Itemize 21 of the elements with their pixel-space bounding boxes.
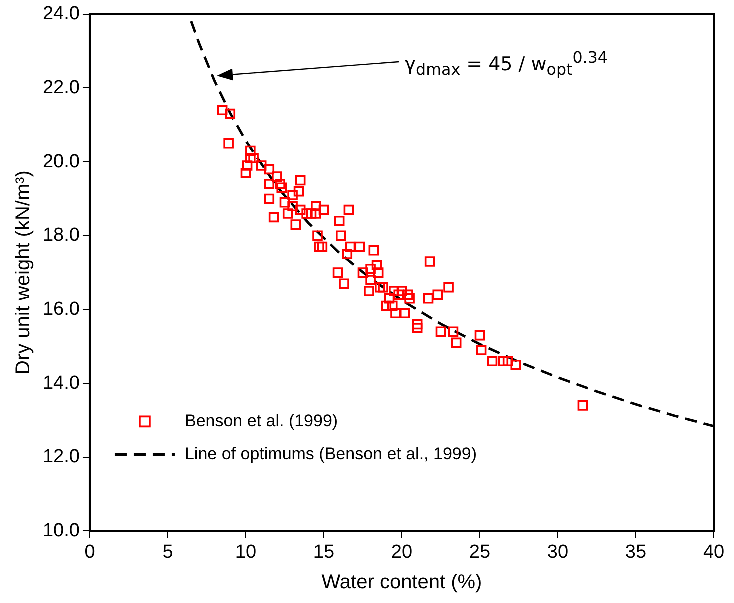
y-axis-title: Dry unit weight (kN/m³) [12,170,35,376]
y-tick-label: 10.0 [42,520,80,542]
x-tick-label: 0 [84,542,96,563]
x-tick-label: 40 [703,542,725,563]
y-tick-label: 22.0 [42,77,80,98]
x-tick-label: 20 [391,542,413,563]
x-tick-label: 25 [469,542,491,563]
y-tick-label: 18.0 [42,225,80,246]
x-tick-label: 10 [235,542,257,563]
legend-label: Line of optimums (Benson et al., 1999) [184,444,477,464]
x-tick-label: 35 [625,542,647,563]
y-tick-label: 12.0 [42,446,80,468]
y-tick-label: 16.0 [42,298,80,320]
x-tick-label: 15 [313,542,335,563]
y-tick-label: 20.0 [42,151,80,172]
y-tick-label: 14.0 [42,372,80,394]
y-tick-label: 24.0 [42,4,80,25]
x-tick-label: 5 [162,542,174,563]
x-tick-label: 30 [547,542,569,563]
legend-label: Benson et al. (1999) [184,411,338,430]
x-axis-title: Water content (%) [322,572,482,594]
